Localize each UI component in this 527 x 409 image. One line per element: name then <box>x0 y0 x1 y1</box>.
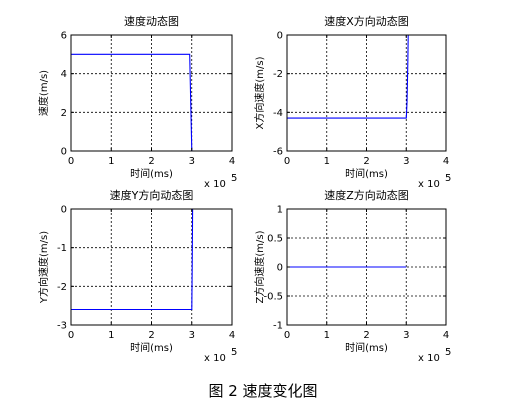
x-tick-label: 1 <box>108 330 114 341</box>
series-line <box>71 208 194 311</box>
x-tick-label: 1 <box>324 330 330 341</box>
x-tick-label: 3 <box>189 156 195 167</box>
y-tick-label: -1 <box>273 321 283 332</box>
x-exponent-power: 5 <box>231 173 237 184</box>
y-tick-label: -0.5 <box>263 292 283 303</box>
x-axis-label: 时间(ms) <box>345 167 388 180</box>
x-tick-label: 0 <box>284 156 290 167</box>
y-tick-label: -1 <box>57 243 67 254</box>
x-axis-label: 时间(ms) <box>130 341 173 354</box>
x-tick-label: 3 <box>403 330 409 341</box>
x-tick-label: 4 <box>443 156 449 167</box>
x-exponent-label: x 10 <box>204 179 226 190</box>
chart-title: 速度Z方向动态图 <box>324 188 409 202</box>
y-tick-label: 0 <box>277 31 283 42</box>
y-tick-label: -3 <box>57 321 67 332</box>
y-tick-label: 6 <box>61 31 67 42</box>
x-axis-label: 时间(ms) <box>130 167 173 180</box>
x-axis-label: 时间(ms) <box>345 341 388 354</box>
x-tick-label: 4 <box>443 330 449 341</box>
chart-title: 速度Y方向动态图 <box>110 188 194 202</box>
y-axis-label: Y方向速度(m/s) <box>37 231 50 304</box>
x-tick-label: 4 <box>229 330 235 341</box>
y-axis-label: 速度(m/s) <box>37 70 50 116</box>
y-tick-label: 2 <box>61 108 67 119</box>
x-tick-label: 1 <box>108 156 114 167</box>
x-tick-label: 2 <box>148 330 154 341</box>
y-tick-label: 0.5 <box>267 234 283 245</box>
x-exponent-power: 5 <box>445 173 451 184</box>
series-line <box>287 34 409 119</box>
x-tick-label: 3 <box>189 330 195 341</box>
y-axis-label: X方向速度(m/s) <box>253 56 266 129</box>
y-tick-label: 0 <box>277 263 283 274</box>
x-exponent-power: 5 <box>231 347 237 358</box>
y-tick-label: -2 <box>273 69 283 80</box>
x-tick-label: 2 <box>148 156 154 167</box>
x-tick-label: 0 <box>68 156 74 167</box>
y-tick-label: 0 <box>61 147 67 158</box>
x-exponent-label: x 10 <box>418 179 440 190</box>
x-exponent-label: x 10 <box>204 353 226 364</box>
x-tick-label: 0 <box>68 330 74 341</box>
chart-title: 速度动态图 <box>124 14 179 28</box>
x-tick-label: 4 <box>229 156 235 167</box>
x-tick-label: 3 <box>403 156 409 167</box>
x-tick-label: 2 <box>363 330 369 341</box>
x-exponent-power: 5 <box>445 347 451 358</box>
x-tick-label: 2 <box>363 156 369 167</box>
y-tick-label: -6 <box>273 147 283 158</box>
x-exponent-label: x 10 <box>418 353 440 364</box>
y-tick-label: -2 <box>57 282 67 293</box>
y-tick-label: 0 <box>61 205 67 216</box>
y-tick-label: -4 <box>273 108 283 119</box>
y-tick-label: 1 <box>277 205 283 216</box>
x-tick-label: 0 <box>284 330 290 341</box>
y-tick-label: 4 <box>61 69 67 80</box>
x-tick-label: 1 <box>324 156 330 167</box>
chart-title: 速度X方向动态图 <box>324 14 409 28</box>
figure-caption: 图 2 速度变化图 <box>208 382 317 400</box>
series-line <box>71 53 193 152</box>
y-axis-label: Z方向速度(m/s) <box>253 230 266 303</box>
